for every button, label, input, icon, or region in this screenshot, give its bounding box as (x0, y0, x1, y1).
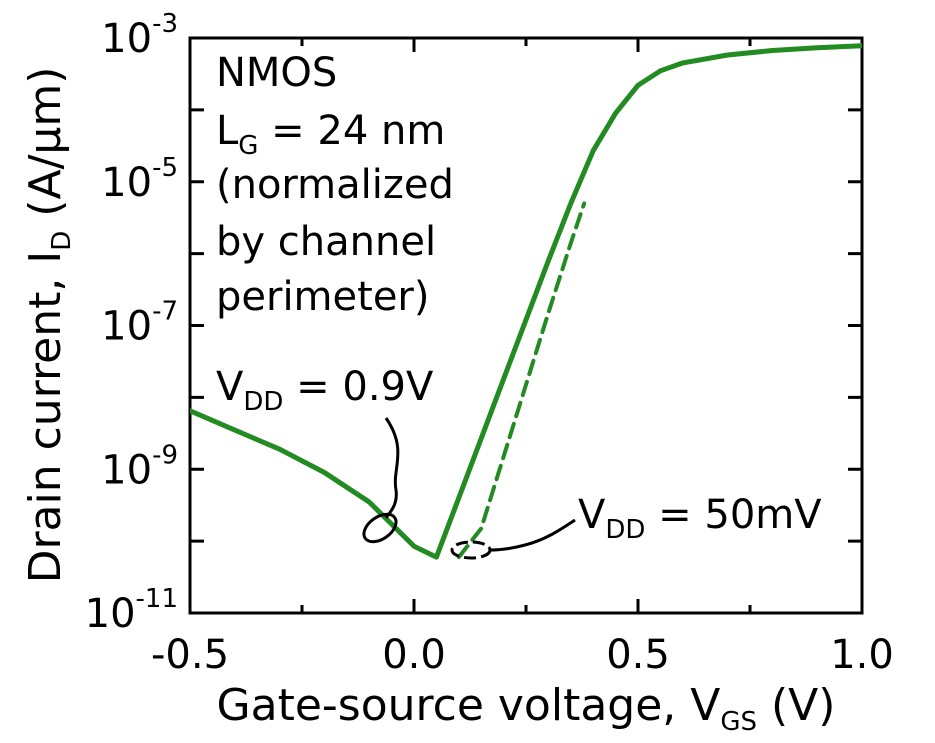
x-tick-label: 0.0 (382, 632, 446, 678)
callout-line-vdd-low (489, 518, 576, 552)
y-tick-label: 10-9 (101, 440, 178, 493)
y-tick-label: 10-11 (85, 584, 178, 637)
x-tick-label: 1.0 (830, 632, 894, 678)
series-line-solid (190, 43, 862, 560)
y-axis-title: Drain current, ID (A/µm) (20, 67, 77, 584)
callout-ellipse-vdd-high (362, 512, 398, 544)
x-axis-title: Gate-source voltage, VGS (V) (217, 680, 836, 737)
annotation-nmos: NMOS (216, 50, 337, 96)
callout-ellipse-vdd-low (450, 540, 492, 560)
x-tick-labels: -0.5 0.0 0.5 1.0 (151, 632, 894, 678)
callout-line-vdd-high (384, 417, 400, 519)
annotation-vdd-high: VDD = 0.9V (216, 364, 434, 417)
annotation-gate-length: LG = 24 nm (216, 108, 445, 161)
y-tick-label: 10-5 (101, 153, 178, 206)
x-tick-label: -0.5 (151, 632, 229, 678)
annotation-by-channel: by channel (216, 219, 436, 265)
series-layer (190, 43, 862, 560)
y-tick-label: 10-3 (101, 9, 178, 62)
series-line-dashed (456, 201, 587, 560)
annotation-vdd-low: VDD = 50mV (578, 492, 822, 545)
y-tick-labels: 10-11 10-9 10-7 10-5 10-3 (85, 9, 178, 637)
x-tick-label: 0.5 (606, 632, 670, 678)
annotation-perimeter: perimeter) (216, 274, 429, 320)
axis-ticks (188, 36, 864, 615)
y-tick-label: 10-7 (101, 297, 178, 350)
annotation-normalized: (normalized (216, 162, 454, 208)
